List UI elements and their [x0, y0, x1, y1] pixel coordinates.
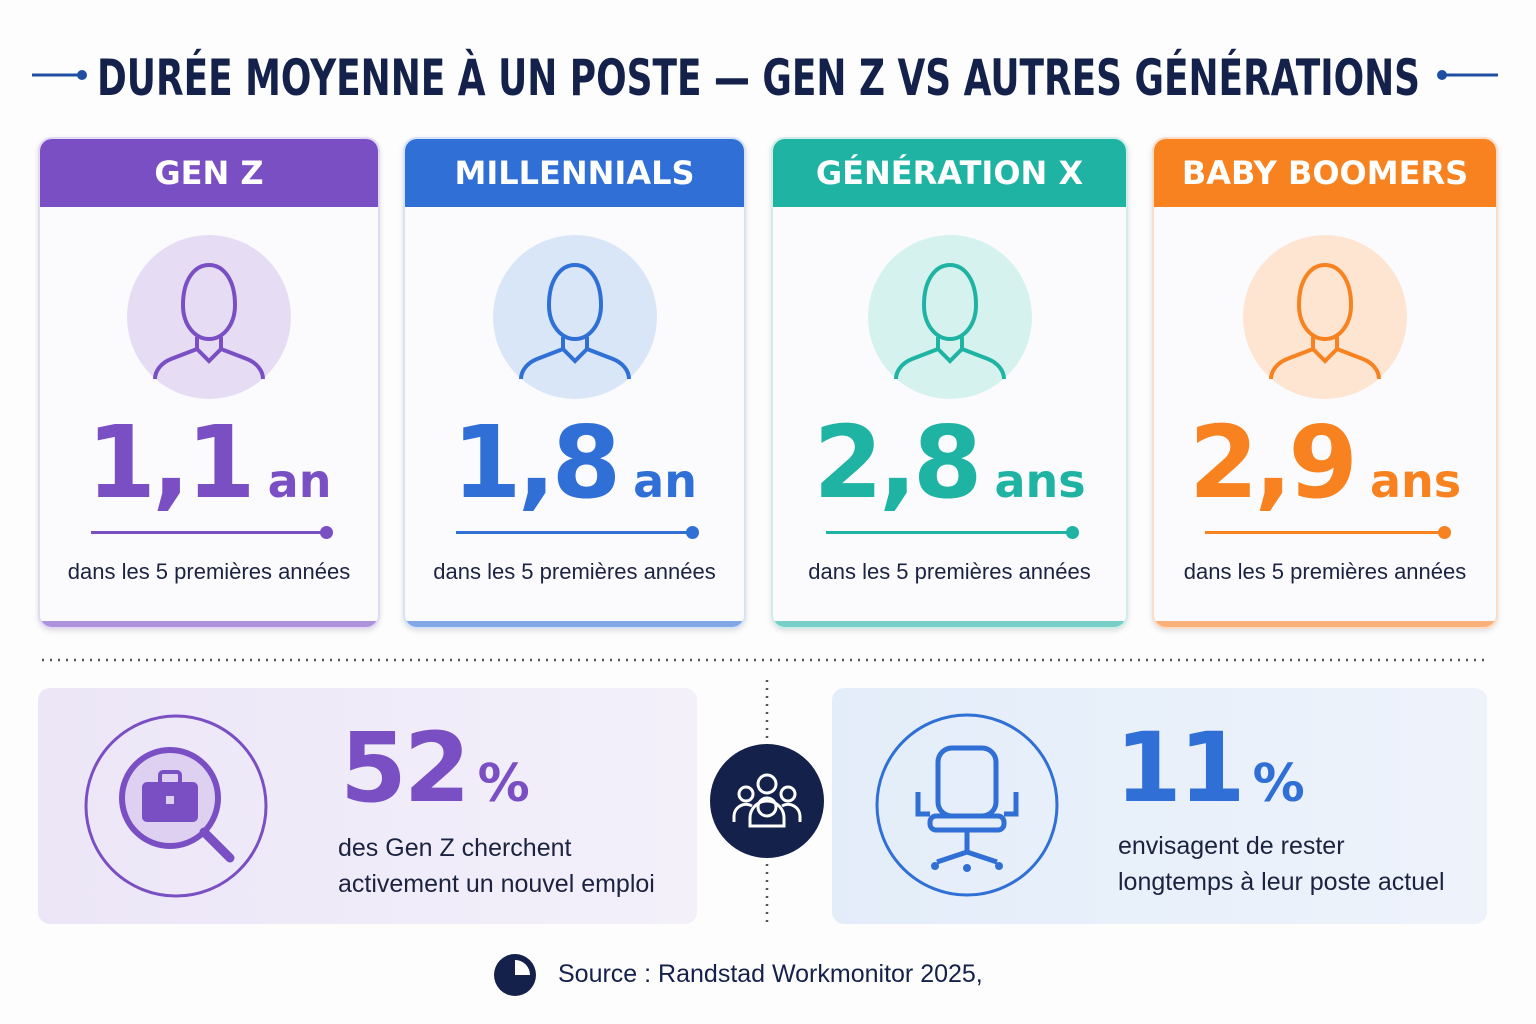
- duration: 2,8 ans: [773, 404, 1126, 521]
- card: BABY BOOMERS 2,9 ans dans les 5 premières a…: [1152, 137, 1498, 629]
- divider: [825, 526, 1080, 539]
- card-footer: [773, 621, 1126, 627]
- card-footer: [405, 621, 744, 627]
- stat-line: envisagent de rester: [1118, 832, 1345, 860]
- stat-line: longtemps à leur poste actuel: [1118, 868, 1445, 896]
- stat-text: des Gen Z cherchent activement un nouvel …: [338, 830, 655, 902]
- duration: 2,9 ans: [1154, 404, 1496, 521]
- duration-unit: ans: [994, 454, 1086, 508]
- caption: dans les 5 premières années: [1183, 559, 1467, 584]
- stat-unit: %: [477, 754, 530, 814]
- card-footer: [1154, 621, 1496, 627]
- avatar: [1269, 262, 1381, 380]
- duration: 1,1 an: [40, 404, 378, 521]
- card-header: GEN Z: [40, 139, 378, 207]
- chair-icon: [875, 713, 1059, 897]
- title: DURÉE MOYENNE À UN POSTE — GEN Z VS AUTR…: [97, 48, 1420, 107]
- stat-value: 11: [1115, 712, 1246, 824]
- stat-text: envisagent de rester longtemps à leur pos…: [1118, 828, 1445, 900]
- stat-line: des Gen Z cherchent: [338, 834, 572, 862]
- title-bar: DURÉE MOYENNE À UN POSTE — GEN Z VS AUTR…: [32, 48, 1498, 107]
- separators: [42, 658, 1490, 928]
- duration: 1,8 an: [405, 404, 744, 521]
- card-header: BABY BOOMERS: [1154, 139, 1496, 207]
- divider: [90, 526, 333, 539]
- duration-unit: ans: [1369, 454, 1462, 508]
- stat-line: activement un nouvel emploi: [338, 870, 655, 898]
- source: Source : Randstad Workmonitor 2025,: [558, 960, 983, 988]
- stat-unit: %: [1252, 754, 1305, 814]
- divider: [455, 526, 700, 539]
- avatar: [893, 262, 1006, 380]
- caption: dans les 5 premières années: [808, 559, 1091, 584]
- group-icon: [710, 744, 824, 858]
- avatar-circle: [127, 235, 291, 399]
- duration-unit: an: [633, 454, 697, 508]
- divider: [1205, 526, 1452, 539]
- avatar: [153, 262, 265, 380]
- card: GÉNÉRATION X 2,8 ans dans les 5 premières a…: [771, 137, 1128, 629]
- avatar-circle: [492, 235, 657, 399]
- card: GEN Z 1,1 an dans les 5 premières années: [38, 137, 380, 629]
- source-icon: [494, 954, 536, 996]
- caption: dans les 5 premières années: [67, 559, 351, 584]
- duration-value: 1,8: [452, 404, 621, 521]
- stat: 52%: [340, 712, 530, 824]
- stat: 11%: [1115, 712, 1305, 824]
- duration-value: 1,1: [86, 404, 256, 521]
- avatar: [518, 262, 631, 380]
- stat-value: 52: [340, 712, 471, 824]
- duration-value: 2,9: [1188, 404, 1358, 521]
- card-header: MILLENNIALS: [405, 139, 744, 207]
- duration-unit: an: [267, 454, 332, 508]
- card-footer: [40, 621, 378, 627]
- caption: dans les 5 premières années: [433, 559, 716, 584]
- avatar-circle: [867, 235, 1032, 399]
- duration-value: 2,8: [813, 404, 982, 521]
- avatar-circle: [1243, 235, 1407, 399]
- card-header: GÉNÉRATION X: [773, 139, 1126, 207]
- card: MILLENNIALS 1,8 an dans les 5 premières ann…: [403, 137, 746, 629]
- job-search-icon: [84, 714, 268, 898]
